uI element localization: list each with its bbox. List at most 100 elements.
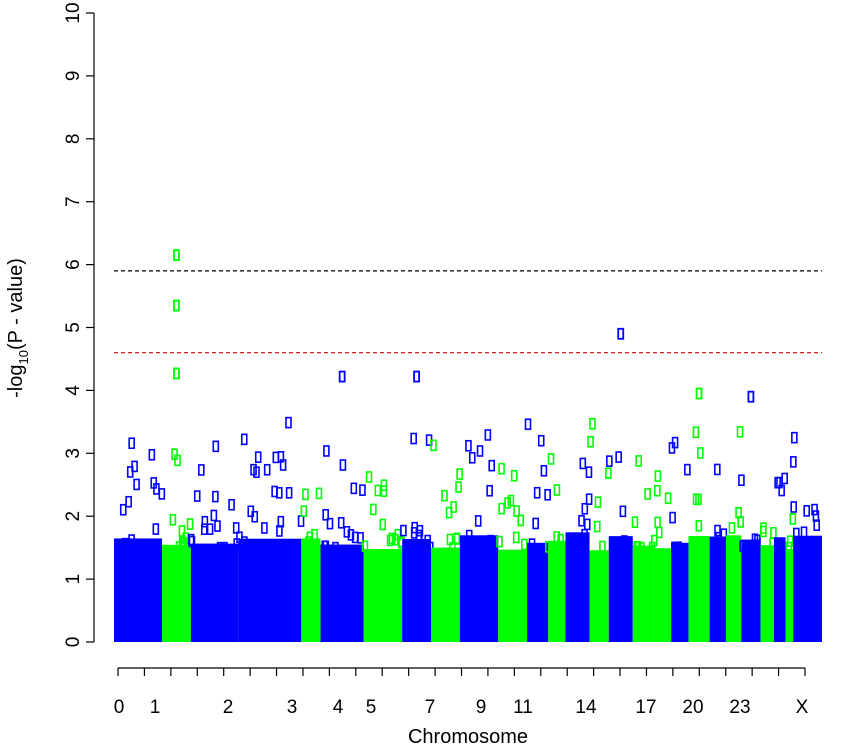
snp-point — [198, 464, 205, 476]
chromosome-dense-points — [548, 540, 566, 642]
snp-point — [365, 471, 373, 483]
snp-point — [599, 540, 606, 553]
chromosome-dense-points — [785, 548, 794, 642]
x-tick-label: 5 — [366, 697, 377, 718]
snp-point — [228, 498, 235, 511]
snp-point — [738, 474, 745, 487]
snp-point — [532, 517, 539, 530]
snp-point — [305, 536, 312, 548]
snp-point — [578, 514, 585, 527]
x-tick-label: 14 — [575, 697, 597, 718]
chromosome-dense-points — [363, 548, 403, 642]
snp-point — [441, 489, 448, 502]
y-tick-label: 8 — [63, 134, 84, 145]
snp-point — [445, 506, 453, 519]
x-tick-label: 7 — [425, 697, 436, 718]
chromosome-band-22 — [738, 474, 761, 642]
chromosome-band-14 — [587, 418, 612, 642]
chromosome-dense-points — [565, 532, 590, 642]
chromosome-band-13 — [565, 457, 593, 642]
snp-point — [487, 534, 494, 547]
snp-point — [714, 463, 721, 476]
snp-point — [581, 502, 589, 515]
snp-point — [474, 515, 482, 527]
snp-point — [118, 539, 126, 552]
snp-point — [297, 515, 305, 527]
chromosome-band-23 — [759, 522, 777, 642]
snp-point — [188, 535, 196, 548]
snp-point — [671, 436, 679, 449]
snp-point — [430, 439, 437, 452]
x-tick-label: 20 — [682, 697, 703, 718]
chromosome-dense-points — [760, 545, 774, 642]
snp-point — [311, 528, 318, 541]
snp-point — [695, 519, 703, 532]
snp-point — [453, 532, 461, 545]
chromosome-band-5 — [320, 445, 366, 642]
y-tick-label: 0 — [63, 637, 84, 648]
chromosome-dense-points — [773, 537, 786, 642]
snp-point — [339, 459, 347, 471]
y-tick-label: 3 — [63, 448, 84, 459]
chromosome-band-10 — [496, 462, 528, 642]
snp-point — [650, 534, 658, 547]
snp-point — [486, 484, 493, 497]
chromosome-band-25 — [785, 513, 797, 642]
snp-point — [279, 459, 287, 471]
y-axis: 0 1 2 3 4 5 6 7 8 9 10 — [63, 2, 95, 648]
significant-snp-point — [173, 249, 180, 262]
chromosome-band-2 — [187, 440, 240, 642]
snp-point — [715, 531, 722, 544]
chromosome-dense-points — [431, 547, 460, 642]
snp-point — [446, 533, 454, 546]
snp-point — [496, 535, 503, 548]
snp-point — [778, 484, 785, 497]
chromosome-dense-points — [793, 535, 822, 642]
snp-point — [524, 418, 532, 431]
snp-point — [357, 532, 364, 544]
snp-point — [517, 514, 525, 527]
snp-point — [791, 431, 798, 444]
snp-point — [326, 517, 334, 530]
snp-point — [128, 534, 135, 546]
snp-point — [697, 447, 704, 459]
snp-point — [174, 454, 181, 467]
snp-point — [201, 515, 209, 528]
snp-point — [669, 511, 676, 524]
snp-point — [621, 541, 628, 553]
chromosome-band-18 — [668, 436, 691, 642]
snp-point — [671, 541, 678, 554]
snp-point — [498, 502, 505, 515]
y-tick-label: 9 — [63, 71, 84, 82]
x-tick-label: 23 — [729, 697, 750, 718]
chromosome-band-11 — [524, 418, 551, 642]
x-tick-label: 1 — [150, 697, 161, 718]
y-tick-label: 5 — [63, 322, 84, 333]
snp-point — [386, 534, 394, 547]
snp-point — [206, 523, 214, 535]
snp-point — [528, 538, 536, 550]
x-tick-label: 3 — [287, 697, 298, 718]
snp-point — [240, 433, 248, 446]
snp-point — [803, 505, 810, 517]
snp-point — [410, 432, 417, 445]
snp-point — [692, 426, 700, 439]
chromosome-dense-points — [459, 535, 499, 642]
snp-point — [553, 484, 561, 496]
chromosome-band-17 — [650, 470, 672, 642]
chromosome-band-X — [790, 431, 822, 642]
snp-point — [380, 485, 388, 497]
snp-point — [178, 535, 186, 548]
snp-point — [150, 477, 158, 489]
snp-point — [615, 451, 622, 463]
snp-point — [216, 541, 224, 554]
snp-point — [790, 456, 797, 468]
snp-point — [675, 541, 682, 554]
chromosome-dense-points — [632, 545, 654, 642]
chromosome-band-20 — [709, 463, 728, 642]
snp-point — [790, 501, 798, 513]
snp-point — [410, 527, 418, 539]
snp-point — [579, 457, 587, 470]
snp-point — [455, 481, 462, 493]
